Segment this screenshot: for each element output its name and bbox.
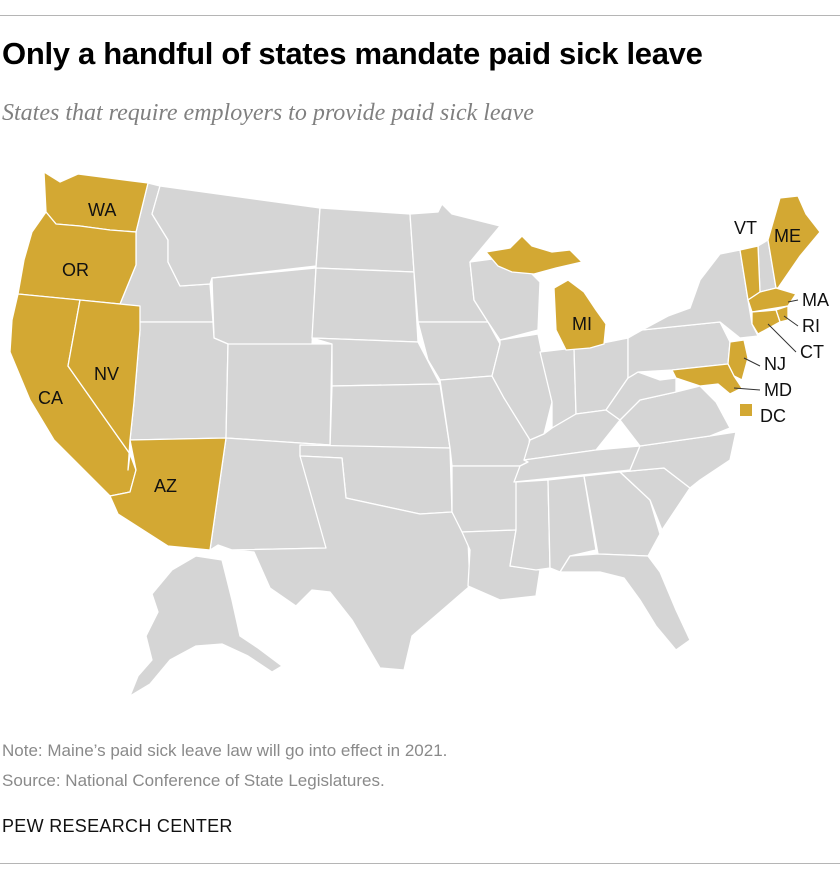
state-FL [559, 553, 691, 651]
state-AK [129, 555, 283, 697]
state-SD [311, 267, 419, 343]
note-text: Note: Maine’s paid sick leave law will g… [2, 741, 448, 760]
state-KS [329, 383, 451, 449]
legend-dc-swatch [740, 404, 752, 416]
state-TN [513, 445, 641, 483]
state-UT [129, 321, 229, 441]
state-TX [231, 455, 471, 671]
state-labels: WA OR CA NV AZ MI VT ME MA RI CT NJ MD D… [38, 200, 829, 496]
state-WY [211, 267, 317, 346]
states-no-mandate [119, 182, 777, 697]
label-WA: WA [88, 200, 116, 220]
us-map: WA OR CA NV AZ MI VT ME MA RI CT NJ MD D… [9, 171, 829, 697]
label-NJ: NJ [764, 354, 786, 374]
label-MI: MI [572, 314, 592, 334]
leader-NJ [743, 357, 761, 367]
label-MD: MD [764, 380, 792, 400]
label-VT: VT [734, 218, 757, 238]
label-DC: DC [760, 406, 786, 426]
chart-title: Only a handful of states mandate paid si… [2, 36, 703, 71]
leader-MD [733, 387, 761, 391]
label-ME: ME [774, 226, 801, 246]
state-MI-upper [485, 235, 583, 275]
label-CT: CT [800, 342, 824, 362]
brand-name: PEW RESEARCH CENTER [2, 816, 233, 836]
label-OR: OR [62, 260, 89, 280]
state-MS [509, 479, 551, 571]
label-AZ: AZ [154, 476, 177, 496]
top-rule [0, 15, 840, 16]
chart-subtitle: States that require employers to provide… [2, 100, 534, 126]
state-ND [315, 207, 415, 273]
bottom-rule [0, 863, 840, 864]
label-NV: NV [94, 364, 119, 384]
state-MD [671, 363, 743, 395]
label-MA: MA [802, 290, 829, 310]
states-mandate [9, 171, 821, 551]
leader-MA [787, 299, 799, 303]
label-RI: RI [802, 316, 820, 336]
state-OR [17, 211, 137, 305]
source-text: Source: National Conference of State Leg… [2, 771, 385, 790]
state-CT [751, 309, 781, 335]
state-AZ [109, 437, 227, 551]
state-AR [451, 465, 521, 533]
state-MI [553, 279, 607, 351]
label-CA: CA [38, 388, 63, 408]
leader-CT [767, 323, 797, 353]
state-CO [225, 343, 333, 446]
leader-RI [783, 315, 799, 327]
